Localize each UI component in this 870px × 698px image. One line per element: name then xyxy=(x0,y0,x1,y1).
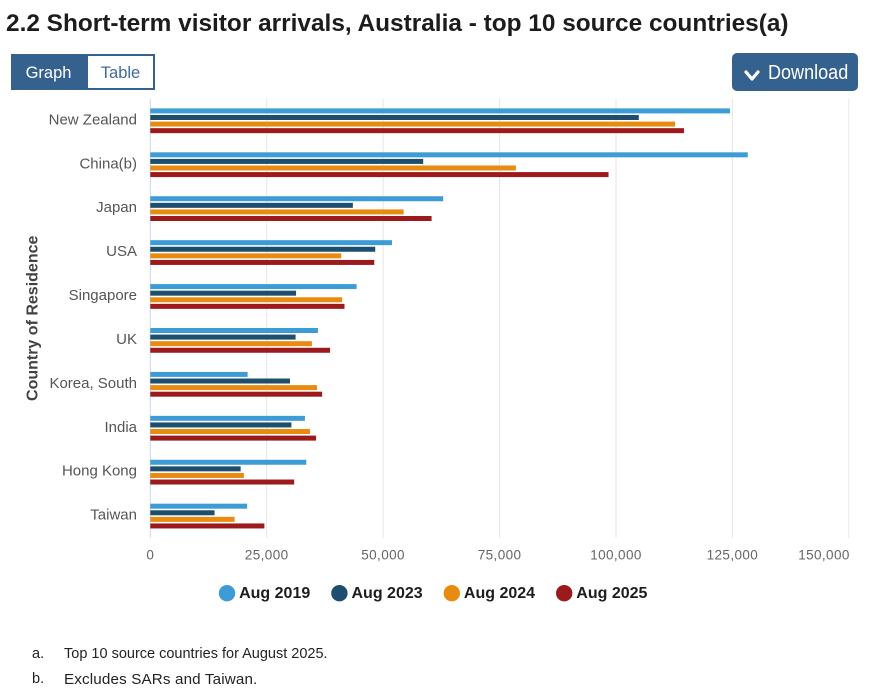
svg-text:Japan: Japan xyxy=(96,199,137,216)
svg-text:New Zealand: New Zealand xyxy=(49,111,137,128)
svg-text:China(b): China(b) xyxy=(79,155,137,172)
svg-text:USA: USA xyxy=(106,243,137,260)
svg-text:Country of Residence: Country of Residence xyxy=(25,236,42,401)
svg-text:Hong Kong: Hong Kong xyxy=(62,463,137,480)
svg-text:India: India xyxy=(104,419,137,436)
svg-text:75,000: 75,000 xyxy=(478,548,522,563)
svg-text:Aug 2023: Aug 2023 xyxy=(352,585,423,602)
svg-text:100,000: 100,000 xyxy=(590,548,642,563)
svg-text:Taiwan: Taiwan xyxy=(90,507,137,524)
svg-text:0: 0 xyxy=(146,548,154,563)
svg-text:50,000: 50,000 xyxy=(361,548,405,563)
svg-text:125,000: 125,000 xyxy=(707,548,759,563)
svg-text:Aug 2019: Aug 2019 xyxy=(239,585,310,602)
svg-text:Aug 2024: Aug 2024 xyxy=(464,585,535,602)
svg-text:Singapore: Singapore xyxy=(69,287,137,304)
svg-text:Korea, South: Korea, South xyxy=(49,375,137,392)
svg-text:UK: UK xyxy=(116,331,137,348)
svg-text:25,000: 25,000 xyxy=(245,548,289,563)
svg-text:150,000: 150,000 xyxy=(798,548,850,563)
svg-text:Aug 2025: Aug 2025 xyxy=(576,585,647,602)
